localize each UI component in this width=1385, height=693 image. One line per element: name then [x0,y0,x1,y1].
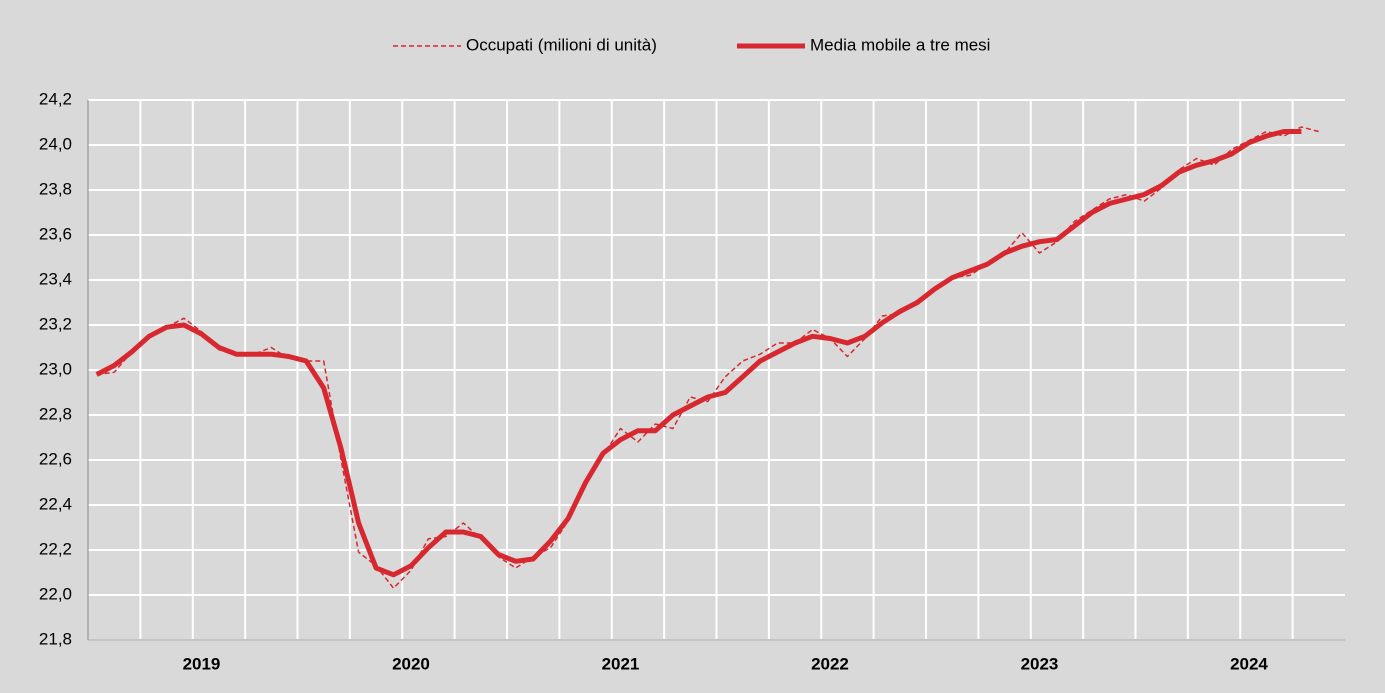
y-tick-label: 22,6 [39,449,72,468]
y-tick-label: 23,0 [39,359,72,378]
y-tick-label: 24,2 [39,89,72,108]
x-tick-label: 2022 [811,654,849,673]
x-tick-label: 2019 [183,654,221,673]
y-tick-label: 22,4 [39,494,72,513]
y-tick-label: 23,6 [39,224,72,243]
y-tick-label: 22,0 [39,584,72,603]
x-tick-label: 2024 [1230,654,1268,673]
y-tick-label: 23,8 [39,179,72,198]
y-tick-label: 24,0 [39,134,72,153]
y-tick-label: 23,4 [39,269,72,288]
y-tick-label: 23,2 [39,314,72,333]
y-tick-label: 22,2 [39,539,72,558]
x-tick-label: 2020 [392,654,430,673]
legend-label: Media mobile a tre mesi [810,35,990,54]
legend-label: Occupati (milioni di unità) [466,35,657,54]
y-tick-label: 22,8 [39,404,72,423]
x-tick-label: 2021 [602,654,640,673]
series-line [95,129,1302,578]
y-tick-label: 21,8 [39,629,72,648]
x-tick-label: 2023 [1021,654,1059,673]
